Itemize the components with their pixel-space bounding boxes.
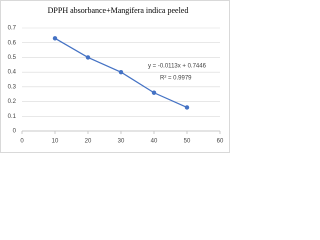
y-tick-label: 0.3: [8, 84, 17, 90]
x-tick-label: 30: [118, 139, 125, 145]
x-tick-label: 0: [20, 139, 24, 145]
data-point: [151, 90, 157, 95]
chart-title: DPPH absorbance+Mangifera indica peeled: [48, 6, 189, 15]
x-tick-label: 40: [151, 139, 158, 145]
trendline-equation: y = -0.0113x + 0.7446: [148, 64, 207, 70]
x-tick-label: 20: [85, 139, 92, 145]
y-tick-label: 0.4: [8, 70, 17, 76]
y-tick-label: 0.5: [8, 55, 17, 61]
chart-frame: [0, 0, 230, 153]
y-tick-label: 0.7: [8, 26, 17, 32]
data-point: [118, 69, 124, 75]
x-tick-label: 50: [184, 139, 191, 145]
page: DPPH absorbance+Mangifera indica peeled …: [0, 0, 230, 153]
y-tick-label: 0: [13, 129, 17, 135]
x-tick-label: 60: [217, 139, 224, 145]
y-tick-label: 0.6: [8, 40, 17, 46]
data-point: [184, 105, 190, 110]
data-point: [85, 55, 91, 60]
y-tick-label: 0.2: [8, 99, 17, 105]
r-squared: R² = 0.9979: [160, 76, 192, 82]
y-tick-label: 0.1: [8, 114, 17, 120]
chart: DPPH absorbance+Mangifera indica peeled …: [0, 0, 230, 153]
data-point: [52, 36, 58, 41]
x-tick-label: 10: [52, 139, 59, 145]
